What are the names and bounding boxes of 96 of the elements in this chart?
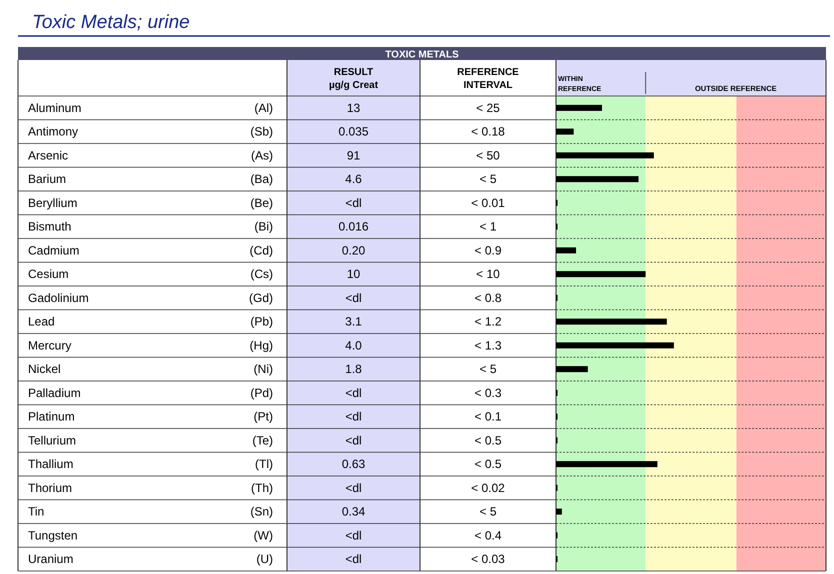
text: <dl xyxy=(345,528,362,542)
text: (Be) xyxy=(250,196,273,210)
text: < 0.5 xyxy=(474,433,502,448)
y-tick-label: Thorium xyxy=(28,480,72,495)
text: (Bi) xyxy=(254,220,273,234)
text: REFERENCE INTERVAL xyxy=(457,67,520,91)
y-tick-label: Uranium xyxy=(28,552,74,566)
text: 0.34 xyxy=(342,504,366,519)
y-tick-label: Palladium xyxy=(28,386,81,400)
text: < 50 xyxy=(476,148,500,162)
y-tick-label: Cadmium xyxy=(28,243,80,258)
text: <dl xyxy=(345,290,362,305)
y-tick-label: Thallium xyxy=(28,457,74,472)
text: <dl xyxy=(345,386,362,400)
bar xyxy=(556,508,562,515)
y-tick-label: Gadolinium xyxy=(28,290,89,305)
y-tick-label: Aluminum xyxy=(28,100,82,115)
text: (Cd) xyxy=(250,243,273,258)
bar xyxy=(556,176,639,182)
text: < 0.9 xyxy=(474,243,502,258)
text: 3.1 xyxy=(345,314,362,329)
text: <dl xyxy=(345,410,362,424)
y-tick-label: Tellurium xyxy=(28,433,76,448)
bar xyxy=(556,128,574,135)
text: < 0.4 xyxy=(474,528,502,542)
text: < 5 xyxy=(479,362,497,376)
text: Toxic Metals; urine xyxy=(32,12,190,33)
text: 0.016 xyxy=(338,220,369,234)
text: 4.6 xyxy=(345,172,362,186)
text: < 1.3 xyxy=(474,338,502,352)
text: (Sn) xyxy=(250,504,273,519)
y-tick-label: Cesium xyxy=(28,267,69,282)
text: < 0.5 xyxy=(474,457,502,472)
text: (Pd) xyxy=(250,386,273,400)
text: (U) xyxy=(256,552,273,566)
bar xyxy=(556,152,654,158)
text: (Sb) xyxy=(250,124,273,139)
text: (Gd) xyxy=(249,290,274,305)
text: 0.63 xyxy=(342,457,366,472)
text: < 5 xyxy=(479,504,497,519)
text: < 0.18 xyxy=(471,124,506,139)
text: <dl xyxy=(345,433,362,448)
text: (Al) xyxy=(254,100,273,115)
y-tick-label: Tungsten xyxy=(28,528,78,542)
bar xyxy=(556,318,667,325)
text: < 0.8 xyxy=(474,290,502,305)
text: 1.8 xyxy=(345,362,362,376)
text: < 0.3 xyxy=(474,386,502,400)
text: (Tl) xyxy=(255,457,273,472)
text: (As) xyxy=(251,148,273,162)
bar xyxy=(556,342,674,348)
bar xyxy=(556,461,658,468)
y-tick-label: Bismuth xyxy=(28,220,72,234)
text: (Hg) xyxy=(250,338,273,352)
text: TOXIC METALS xyxy=(385,50,460,60)
text: (Ni) xyxy=(254,362,273,376)
text: (Cs) xyxy=(250,267,273,282)
bar xyxy=(556,366,588,372)
text: 0.035 xyxy=(338,124,369,139)
text: 0.20 xyxy=(342,243,366,258)
bar xyxy=(556,271,646,278)
text: (Pt) xyxy=(254,410,273,424)
text: RESULT xyxy=(334,67,374,78)
y-tick-label: Barium xyxy=(28,172,66,186)
y-tick-label: Antimony xyxy=(28,124,78,139)
bar xyxy=(556,104,602,111)
text: < 0.01 xyxy=(471,196,506,210)
text: <dl xyxy=(345,196,362,210)
text: 10 xyxy=(346,267,360,282)
text: (Ba) xyxy=(250,172,273,186)
text: < 1.2 xyxy=(474,314,502,329)
text: 13 xyxy=(346,100,360,115)
text: < 0.03 xyxy=(471,552,506,566)
y-tick-label: Arsenic xyxy=(28,148,68,162)
bar xyxy=(556,247,576,254)
text: < 1 xyxy=(479,220,497,234)
text: 91 xyxy=(346,148,360,162)
y-tick-label: Beryllium xyxy=(28,196,78,210)
text: (Pb) xyxy=(250,314,273,329)
text: (W) xyxy=(254,528,273,542)
text: < 10 xyxy=(476,267,500,282)
text: µg/g Creat xyxy=(328,80,379,91)
text: < 25 xyxy=(476,100,500,115)
text: (Te) xyxy=(252,433,273,448)
y-tick-label: Platinum xyxy=(28,410,75,424)
text: (Th) xyxy=(251,480,273,495)
text: 4.0 xyxy=(345,338,362,352)
text: < 5 xyxy=(479,172,497,186)
y-tick-label: Lead xyxy=(28,314,55,329)
text: < 0.1 xyxy=(474,410,502,424)
text: <dl xyxy=(345,552,362,566)
text: <dl xyxy=(345,480,362,495)
text: < 0.02 xyxy=(471,480,506,495)
y-tick-label: Tin xyxy=(28,504,44,519)
y-tick-label: Mercury xyxy=(28,338,72,352)
y-tick-label: Nickel xyxy=(28,362,61,376)
